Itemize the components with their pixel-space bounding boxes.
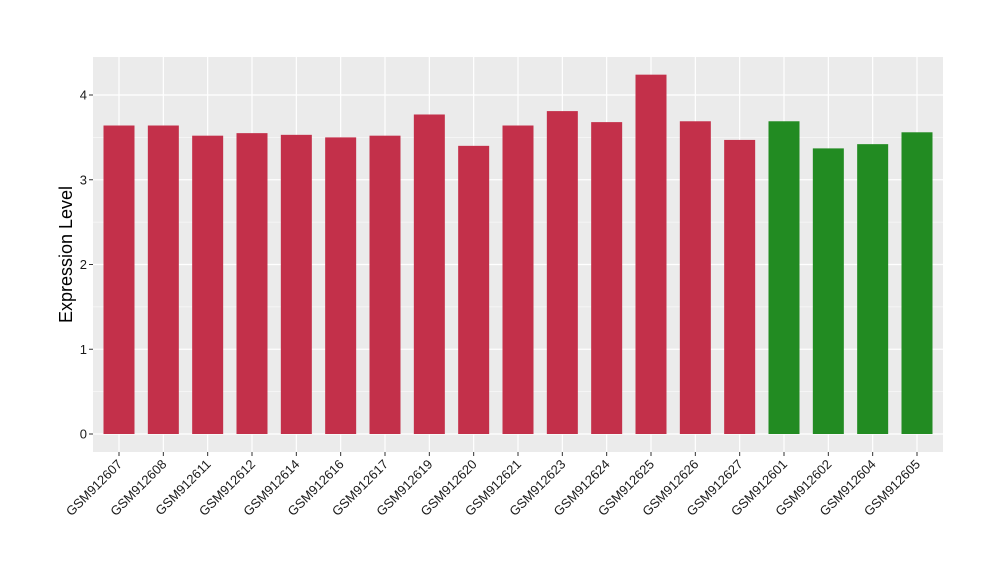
bar-GSM912602 bbox=[812, 148, 844, 434]
bar-GSM912601 bbox=[768, 121, 800, 435]
y-tick-label: 4 bbox=[80, 88, 87, 103]
bar-GSM912616 bbox=[325, 137, 357, 434]
bar-GSM912620 bbox=[458, 145, 490, 434]
bar-GSM912604 bbox=[857, 144, 889, 434]
bar-GSM912625 bbox=[635, 74, 667, 434]
bar-GSM912626 bbox=[679, 121, 711, 435]
y-tick-label: 1 bbox=[80, 342, 87, 357]
bar-GSM912621 bbox=[502, 125, 534, 434]
y-tick-label: 3 bbox=[80, 172, 87, 187]
bar-GSM912608 bbox=[147, 125, 179, 434]
bar-GSM912624 bbox=[591, 122, 623, 435]
bar-GSM912614 bbox=[280, 134, 312, 434]
y-axis-title: Expression Level bbox=[56, 186, 76, 323]
y-tick-label: 2 bbox=[80, 257, 87, 272]
bar-GSM912627 bbox=[724, 139, 756, 435]
bar-GSM912611 bbox=[192, 135, 224, 434]
x-axis: GSM912607GSM912608GSM912611GSM912612GSM9… bbox=[63, 452, 923, 519]
y-axis: 0 1 2 3 4 bbox=[80, 88, 93, 442]
bar-GSM912617 bbox=[369, 135, 401, 434]
bar-GSM912607 bbox=[103, 125, 135, 434]
bar-GSM912612 bbox=[236, 133, 268, 434]
y-tick-label: 0 bbox=[80, 427, 87, 442]
bar-GSM912605 bbox=[901, 132, 933, 435]
bars bbox=[103, 74, 933, 435]
bar-GSM912619 bbox=[413, 114, 445, 435]
bar-GSM912623 bbox=[546, 111, 578, 434]
